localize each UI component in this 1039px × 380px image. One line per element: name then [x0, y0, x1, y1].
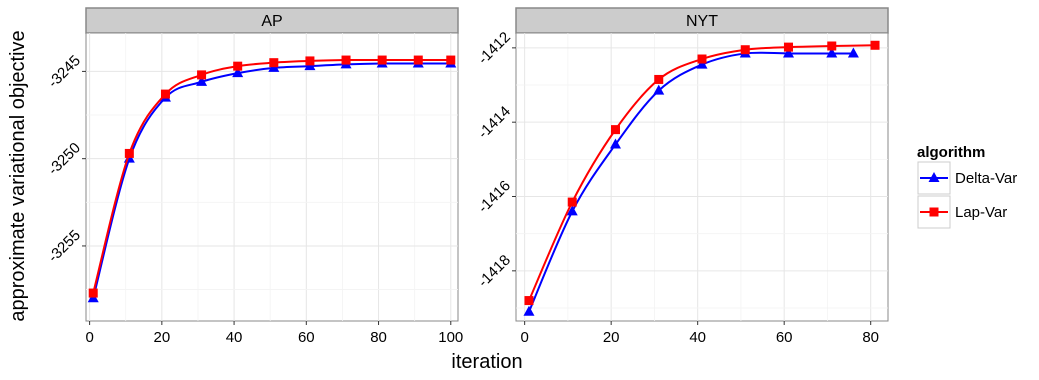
legend-key-delta-var [928, 172, 940, 182]
data-point-delta-var [566, 205, 578, 216]
legend: algorithm Delta-Var Lap-Var [917, 144, 1017, 229]
data-point-delta-var [653, 84, 665, 95]
panel-ap-strip [85, 7, 459, 34]
panel-nyt-x-tick-label: 40 [689, 329, 706, 346]
data-point-lap-var [124, 148, 134, 158]
data-point-lap-var [233, 61, 243, 71]
panel-nyt-x-tick-label: 80 [862, 329, 879, 346]
data-point-lap-var [870, 40, 880, 50]
panel-ap-x-tick-label: 40 [226, 329, 243, 346]
data-point-delta-var [847, 47, 859, 58]
data-point-lap-var [377, 55, 387, 65]
data-point-lap-var [160, 89, 170, 99]
data-point-lap-var [610, 125, 620, 135]
panel-ap-x-tick-label: 0 [85, 329, 93, 346]
data-point-lap-var [341, 55, 351, 65]
data-point-lap-var [654, 74, 664, 84]
data-point-delta-var [783, 47, 795, 58]
panel-nyt: NYT -1418 -1416 -1414 -1412 0 20 40 60 80 [475, 7, 889, 346]
panel-nyt-y-tick-label: -1418 [475, 252, 514, 291]
series-line-delta-var [92, 62, 451, 299]
legend-label-lap-var: Lap-Var [955, 204, 1007, 221]
data-point-lap-var [88, 288, 98, 298]
data-point-delta-var [232, 67, 244, 78]
panel-nyt-x-ticks: 0 20 40 60 80 [520, 321, 879, 346]
panel-nyt-y-tick-label: -1412 [475, 29, 514, 68]
data-point-lap-var [827, 41, 837, 51]
data-point-lap-var [305, 56, 315, 66]
panel-ap-grid [86, 33, 458, 321]
panel-ap-y-tick-label: -3250 [45, 139, 84, 178]
series-line-lap-var [92, 58, 451, 294]
panel-ap: AP -3255 -3250 -3245 0 20 40 60 80 100 [45, 7, 463, 346]
data-point-lap-var [269, 58, 279, 68]
data-point-delta-var [196, 75, 208, 86]
panel-ap-x-tick-label: 100 [438, 329, 463, 346]
legend-entries: Delta-Var Lap-Var [917, 161, 1017, 229]
panel-nyt-grid [516, 33, 888, 321]
panel-ap-series [87, 55, 457, 303]
data-point-lap-var [197, 70, 207, 80]
legend-key-lap-var [929, 207, 939, 217]
panel-ap-plot-area [85, 32, 459, 322]
data-point-lap-var [413, 55, 423, 65]
panel-nyt-x-tick-label: 0 [520, 329, 528, 346]
panel-nyt-title: NYT [686, 13, 718, 30]
panel-nyt-strip [515, 7, 889, 34]
panel-nyt-y-ticks: -1418 -1416 -1414 -1412 [475, 29, 516, 291]
data-point-lap-var [697, 54, 707, 64]
x-axis-title: iteration [451, 351, 522, 373]
panel-nyt-x-tick-label: 60 [776, 329, 793, 346]
panel-nyt-y-tick-label: -1416 [475, 177, 514, 216]
data-point-delta-var [696, 58, 708, 69]
panel-ap-x-tick-label: 20 [154, 329, 171, 346]
data-point-lap-var [567, 197, 577, 207]
data-point-lap-var [740, 45, 750, 55]
panel-nyt-series [523, 40, 880, 316]
panel-nyt-x-tick-label: 20 [603, 329, 620, 346]
panel-ap-title: AP [261, 13, 282, 30]
y-axis-title: approximate variational objective [7, 30, 29, 321]
panel-ap-x-ticks: 0 20 40 60 80 100 [85, 321, 463, 346]
panel-ap-x-tick-label: 80 [370, 329, 387, 346]
data-point-lap-var [524, 296, 534, 306]
panel-nyt-y-tick-label: -1414 [475, 103, 514, 142]
data-point-lap-var [784, 42, 794, 52]
panel-ap-y-tick-label: -3245 [45, 52, 84, 91]
panel-ap-y-ticks: -3255 -3250 -3245 [45, 52, 86, 266]
legend-label-delta-var: Delta-Var [955, 170, 1017, 187]
data-point-delta-var [523, 305, 535, 316]
panel-nyt-plot-area [515, 32, 889, 322]
legend-title: algorithm [917, 144, 985, 161]
data-point-delta-var [609, 138, 621, 149]
data-point-lap-var [446, 55, 456, 65]
panel-ap-x-tick-label: 60 [298, 329, 315, 346]
data-point-delta-var [826, 47, 838, 58]
panel-ap-y-tick-label: -3255 [45, 227, 84, 266]
